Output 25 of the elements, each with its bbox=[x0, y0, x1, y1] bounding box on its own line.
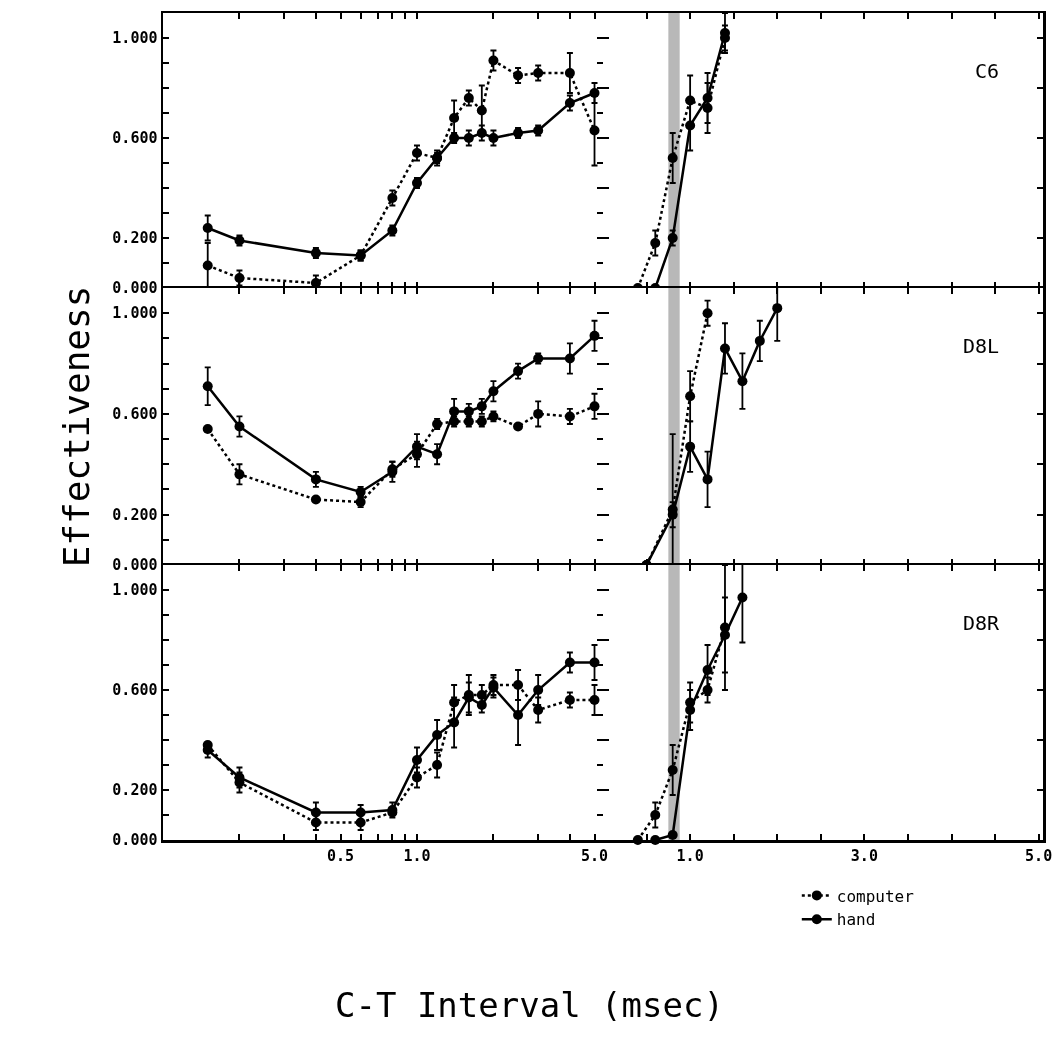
text: C6 bbox=[974, 58, 999, 83]
y-tick-label: 0.200 bbox=[112, 229, 158, 248]
y-tick-label: 0.600 bbox=[112, 129, 158, 148]
legend-label: hand bbox=[836, 910, 876, 930]
y-tick-label: 1.000 bbox=[112, 581, 158, 600]
y-tick-label: 1.000 bbox=[112, 29, 158, 48]
y-tick-label: 0.000 bbox=[112, 279, 158, 298]
y-tick-label: 0.200 bbox=[112, 781, 158, 800]
text: D8L bbox=[962, 334, 999, 359]
y-tick-label: 0.000 bbox=[112, 556, 158, 575]
x-tick-label: 0.5 bbox=[326, 846, 355, 865]
x-tick-label: 3.0 bbox=[850, 846, 878, 865]
x-tick-label: 1.0 bbox=[403, 846, 431, 865]
y-tick-label: 0.600 bbox=[112, 681, 158, 700]
legend-label: computer bbox=[836, 886, 915, 906]
text: D8R bbox=[962, 610, 1000, 635]
y-axis-title: Effectiveness bbox=[55, 285, 97, 568]
y-tick-label: 0.000 bbox=[112, 831, 158, 850]
y-tick-label: 0.200 bbox=[112, 505, 158, 524]
x-tick-label: 5.0 bbox=[1025, 846, 1053, 865]
x-axis-title: C-T Interval (msec) bbox=[335, 985, 724, 1025]
y-tick-label: 0.600 bbox=[112, 405, 158, 424]
x-tick-label: 5.0 bbox=[580, 846, 609, 865]
y-tick-label: 1.000 bbox=[112, 304, 158, 323]
x-tick-label: 1.0 bbox=[676, 846, 704, 865]
